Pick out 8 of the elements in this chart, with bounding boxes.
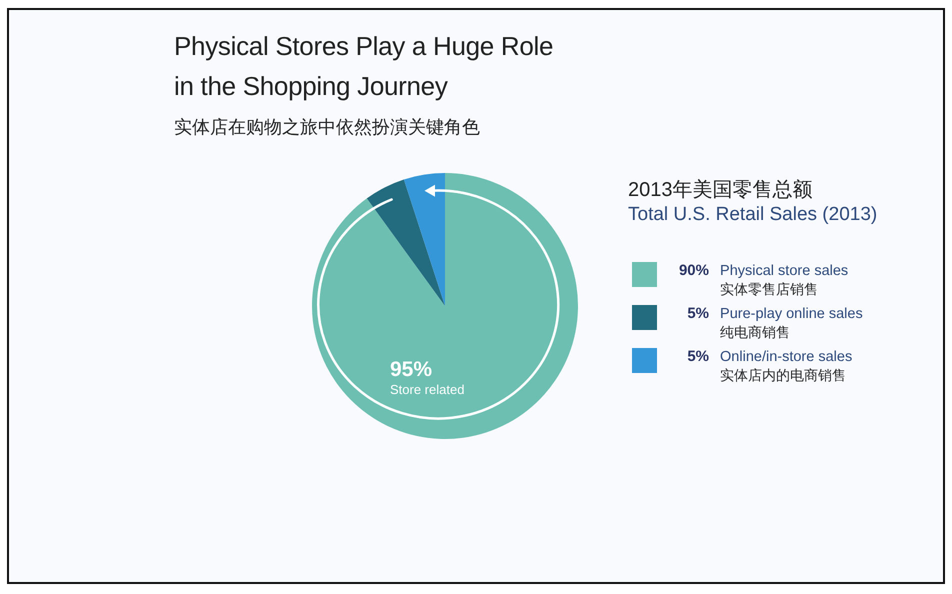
text: Store related (390, 381, 464, 399)
legend-title: 2013年美国零售总额 Total U.S. Retail Sales (2013) (628, 178, 878, 227)
chart-title: Physical Stores Play a Huge Role in the Shopping Journey (174, 30, 554, 103)
chart-subtitle: 实体店在购物之旅中依然扮演关键角色 (174, 116, 480, 139)
legend-label: 5% Pure-play online sales 纯电商销售 (686, 305, 863, 341)
text: 95% (390, 358, 432, 382)
legend-label: 90% Physical store sales 实体零售店销售 (678, 262, 848, 298)
legend-label: 5% Online/in-store sales 实体店内的电商销售 (686, 348, 852, 384)
